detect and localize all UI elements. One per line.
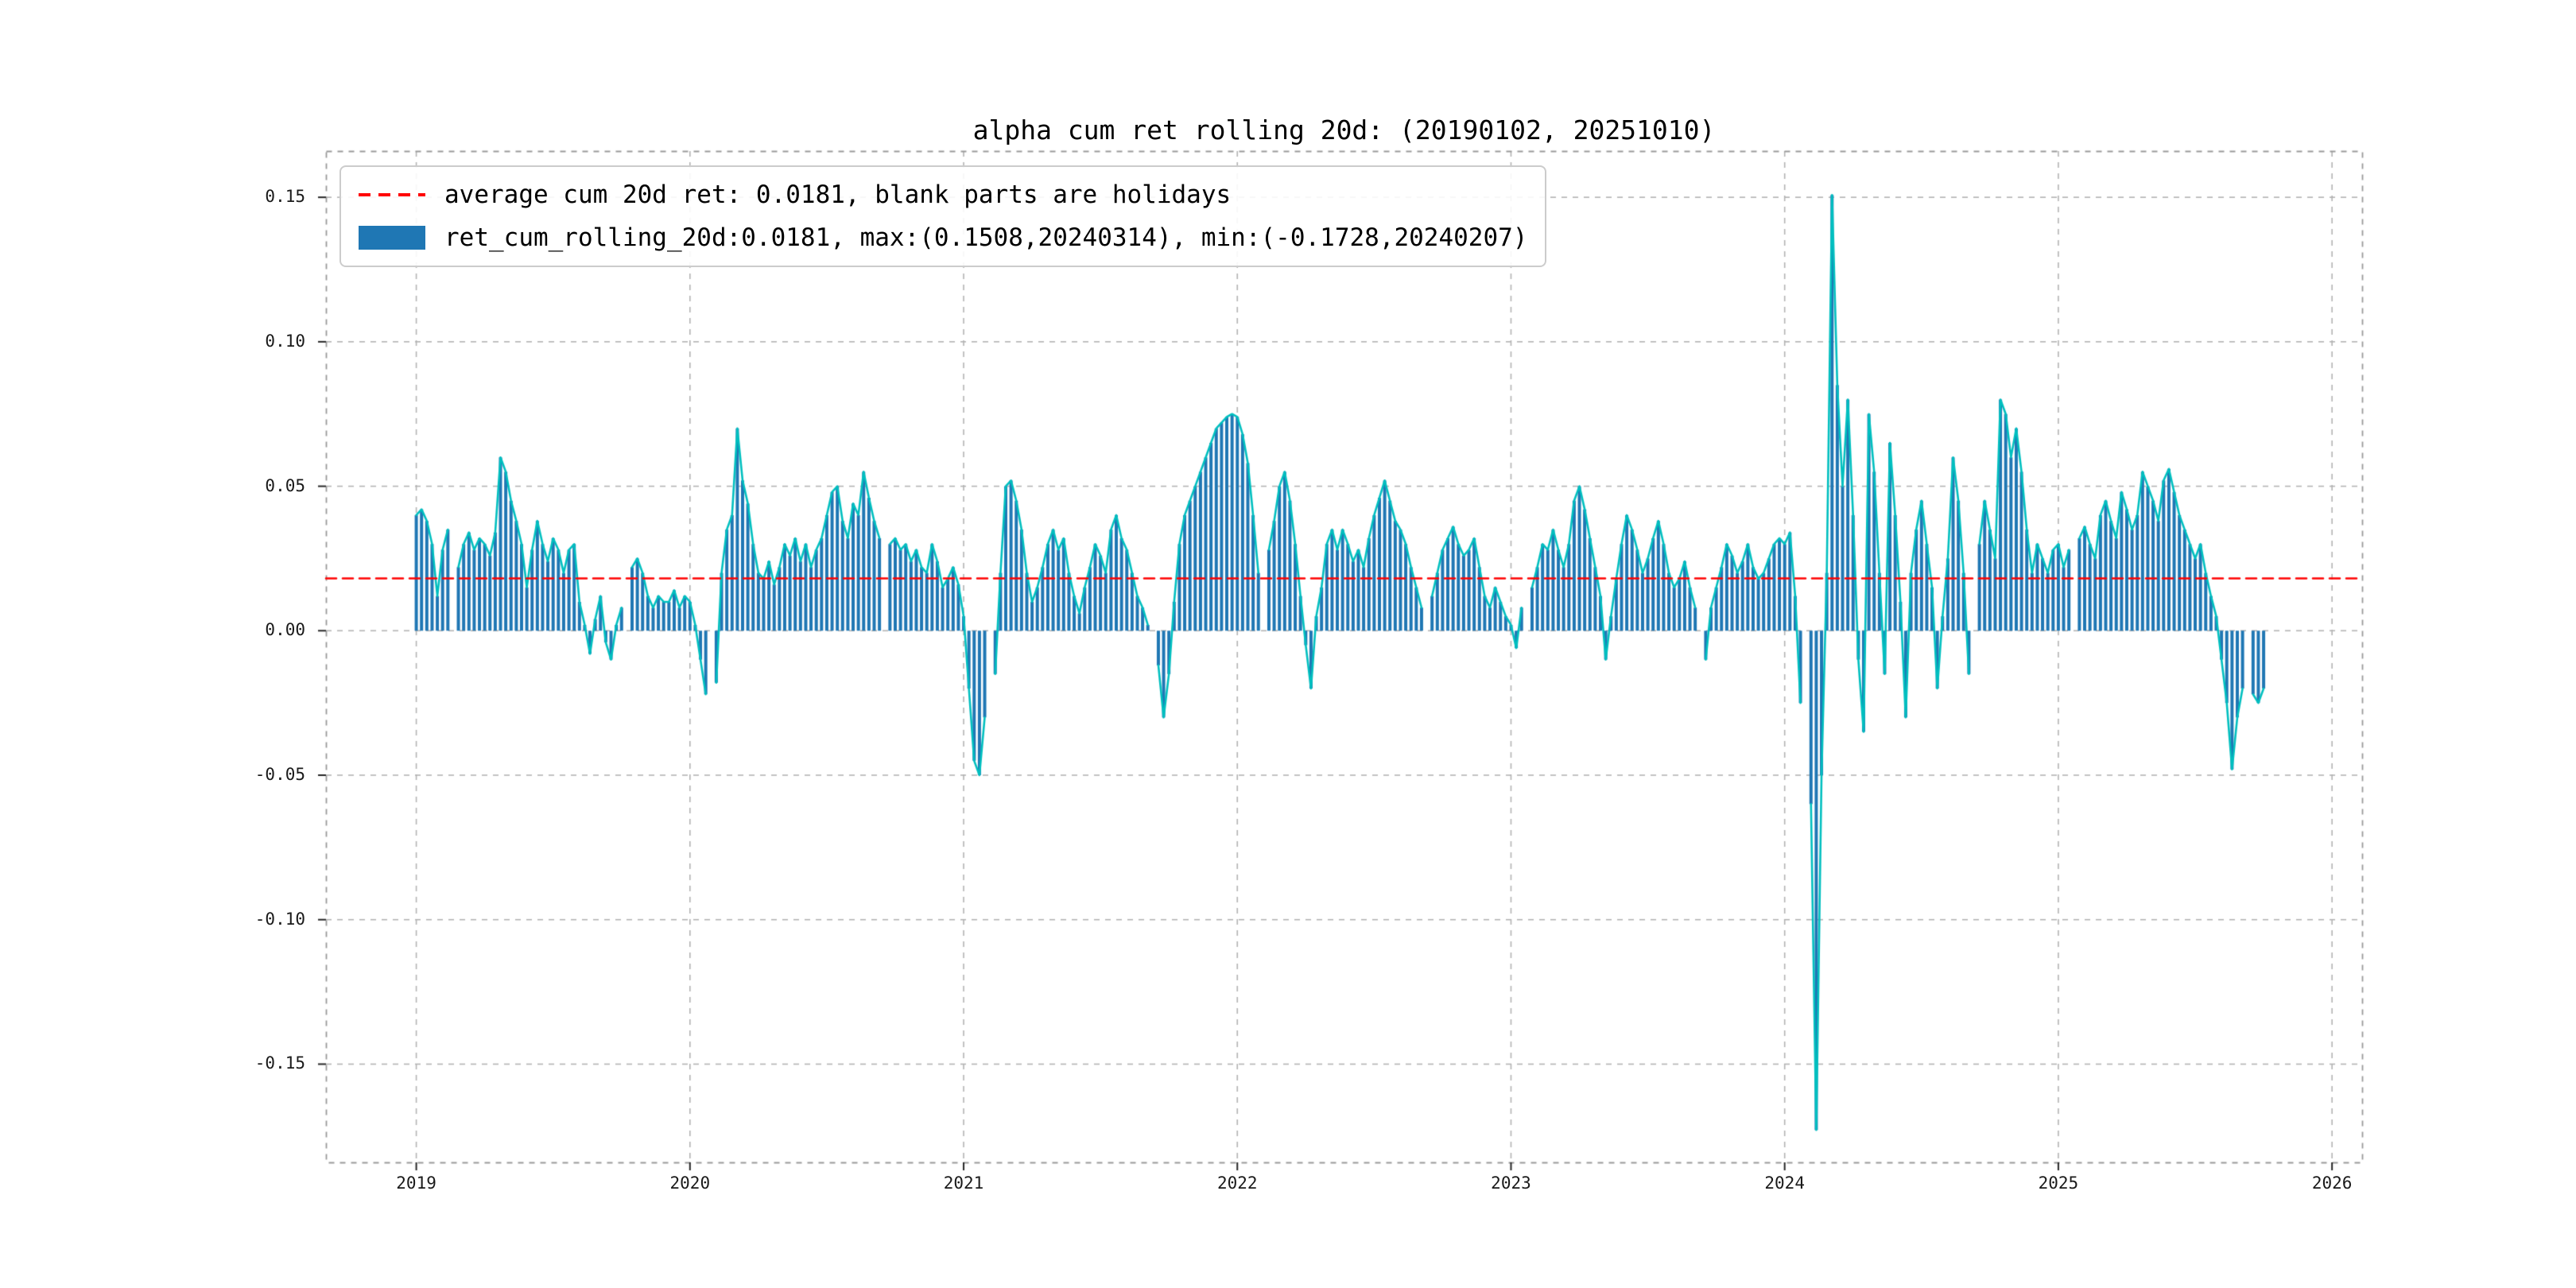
bar-swatch-icon <box>359 226 425 250</box>
x-tick-label: 2020 <box>669 1174 711 1193</box>
legend-label-average: average cum 20d ret: 0.0181, blank parts… <box>444 180 1232 209</box>
y-tick-label: 0.05 <box>265 475 305 495</box>
x-tick-label: 2021 <box>943 1174 984 1193</box>
y-tick-label: -0.05 <box>254 765 305 784</box>
y-tick-label: 0.00 <box>265 620 305 640</box>
x-tick-label: 2024 <box>1764 1174 1805 1193</box>
y-tick-label: -0.10 <box>254 909 305 929</box>
x-tick-label: 2019 <box>396 1174 436 1193</box>
y-tick-label: 0.15 <box>265 187 305 207</box>
legend-entry-series: ret_cum_rolling_20d:0.0181, max:(0.1508,… <box>359 221 1527 254</box>
x-tick-label: 2022 <box>1216 1174 1258 1193</box>
dashed-line-icon <box>359 193 425 196</box>
legend: average cum 20d ret: 0.0181, blank parts… <box>339 165 1547 267</box>
y-tick-label: 0.10 <box>265 331 305 351</box>
x-tick-label: 2025 <box>2038 1174 2079 1193</box>
x-tick-label: 2026 <box>2311 1174 2353 1193</box>
chart-title: alpha cum ret rolling 20d: (20190102, 20… <box>972 114 1716 145</box>
y-tick-label: -0.15 <box>254 1053 305 1073</box>
legend-label-series: ret_cum_rolling_20d:0.0181, max:(0.1508,… <box>444 223 1528 252</box>
x-tick-label: 2023 <box>1491 1174 1531 1193</box>
legend-entry-average: average cum 20d ret: 0.0181, blank parts… <box>359 178 1527 211</box>
